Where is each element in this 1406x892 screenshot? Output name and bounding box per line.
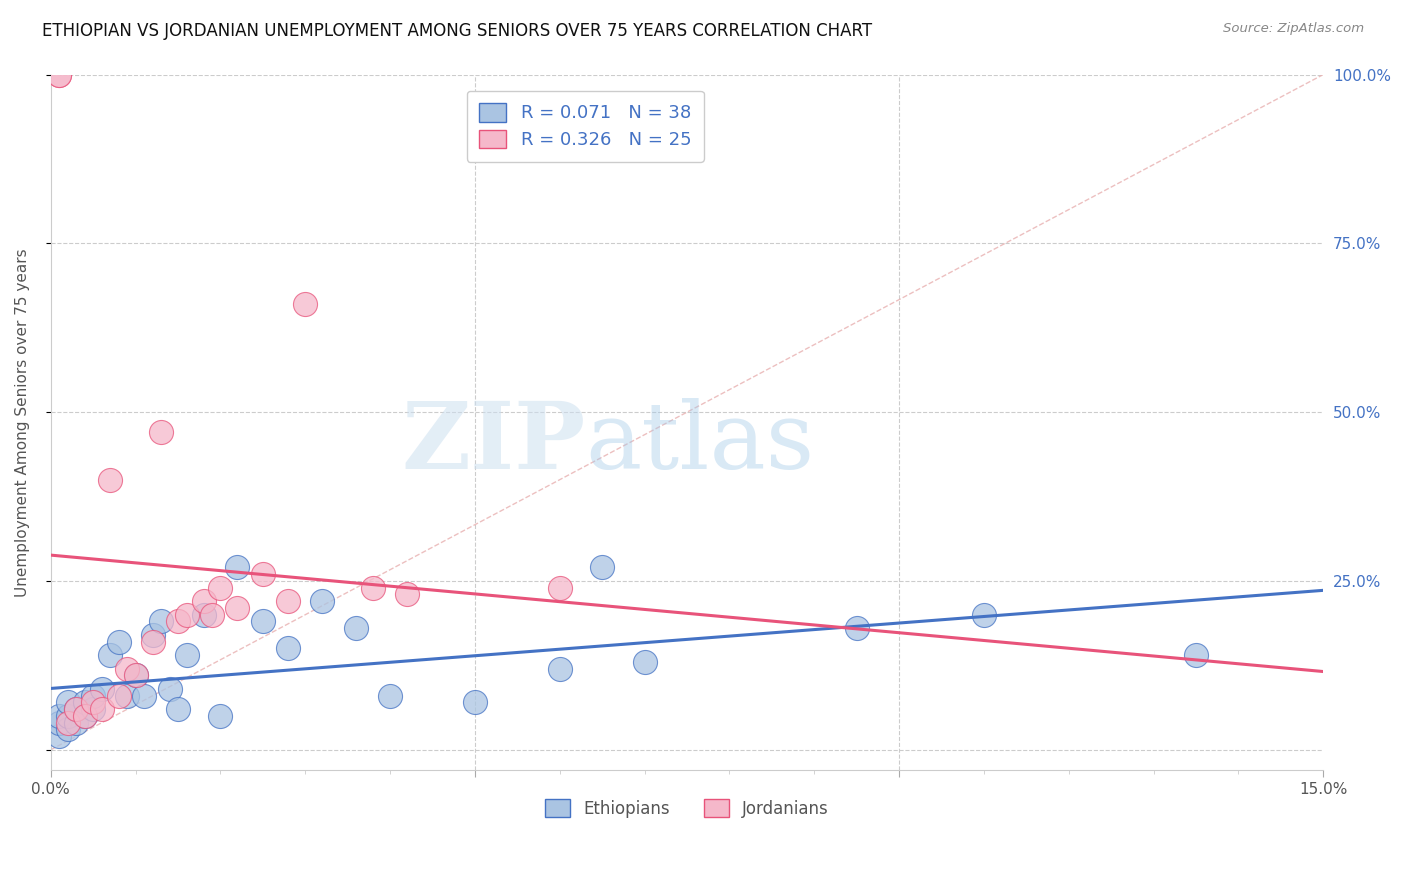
Point: [167, 615, 190, 629]
Point: [142, 628, 165, 642]
Point: [124, 668, 146, 682]
Point: [176, 607, 198, 622]
Point: [209, 581, 232, 595]
Point: [48, 715, 70, 730]
Point: [277, 594, 299, 608]
Point: [209, 709, 232, 723]
Point: [124, 668, 146, 682]
Point: [65, 702, 87, 716]
Point: [361, 581, 384, 595]
Point: [107, 689, 129, 703]
Point: [396, 587, 419, 601]
Point: [115, 689, 138, 703]
Point: [48, 729, 70, 743]
Point: [252, 615, 274, 629]
Text: Source: ZipAtlas.com: Source: ZipAtlas.com: [1223, 22, 1364, 36]
Point: [56, 715, 79, 730]
Point: [73, 709, 96, 723]
Point: [73, 696, 96, 710]
Point: [90, 702, 112, 716]
Point: [98, 648, 121, 663]
Point: [107, 634, 129, 648]
Point: [98, 473, 121, 487]
Point: [277, 641, 299, 656]
Point: [311, 594, 333, 608]
Point: [48, 68, 70, 82]
Point: [378, 689, 401, 703]
Point: [82, 702, 104, 716]
Point: [150, 615, 173, 629]
Point: [548, 662, 571, 676]
Point: [65, 702, 87, 716]
Point: [633, 655, 655, 669]
Point: [201, 607, 224, 622]
Point: [150, 425, 173, 440]
Point: [193, 607, 215, 622]
Point: [973, 607, 995, 622]
Point: [48, 68, 70, 82]
Point: [115, 662, 138, 676]
Legend: Ethiopians, Jordanians: Ethiopians, Jordanians: [538, 793, 835, 824]
Text: ZIP: ZIP: [401, 398, 585, 488]
Text: atlas: atlas: [585, 398, 814, 488]
Point: [226, 560, 249, 574]
Point: [167, 702, 190, 716]
Point: [464, 696, 486, 710]
Point: [134, 689, 156, 703]
Point: [548, 581, 571, 595]
Point: [142, 634, 165, 648]
Point: [73, 709, 96, 723]
Point: [56, 696, 79, 710]
Point: [845, 621, 868, 635]
Point: [591, 560, 613, 574]
Point: [344, 621, 367, 635]
Text: ETHIOPIAN VS JORDANIAN UNEMPLOYMENT AMONG SENIORS OVER 75 YEARS CORRELATION CHAR: ETHIOPIAN VS JORDANIAN UNEMPLOYMENT AMON…: [42, 22, 872, 40]
Point: [1185, 648, 1208, 663]
Point: [176, 648, 198, 663]
Point: [193, 594, 215, 608]
Point: [82, 689, 104, 703]
Point: [48, 709, 70, 723]
Point: [65, 715, 87, 730]
Point: [294, 297, 316, 311]
Point: [90, 681, 112, 696]
Point: [159, 681, 181, 696]
Y-axis label: Unemployment Among Seniors over 75 years: Unemployment Among Seniors over 75 years: [15, 248, 30, 597]
Point: [82, 696, 104, 710]
Point: [226, 601, 249, 615]
Point: [252, 567, 274, 582]
Point: [56, 723, 79, 737]
Point: [56, 709, 79, 723]
